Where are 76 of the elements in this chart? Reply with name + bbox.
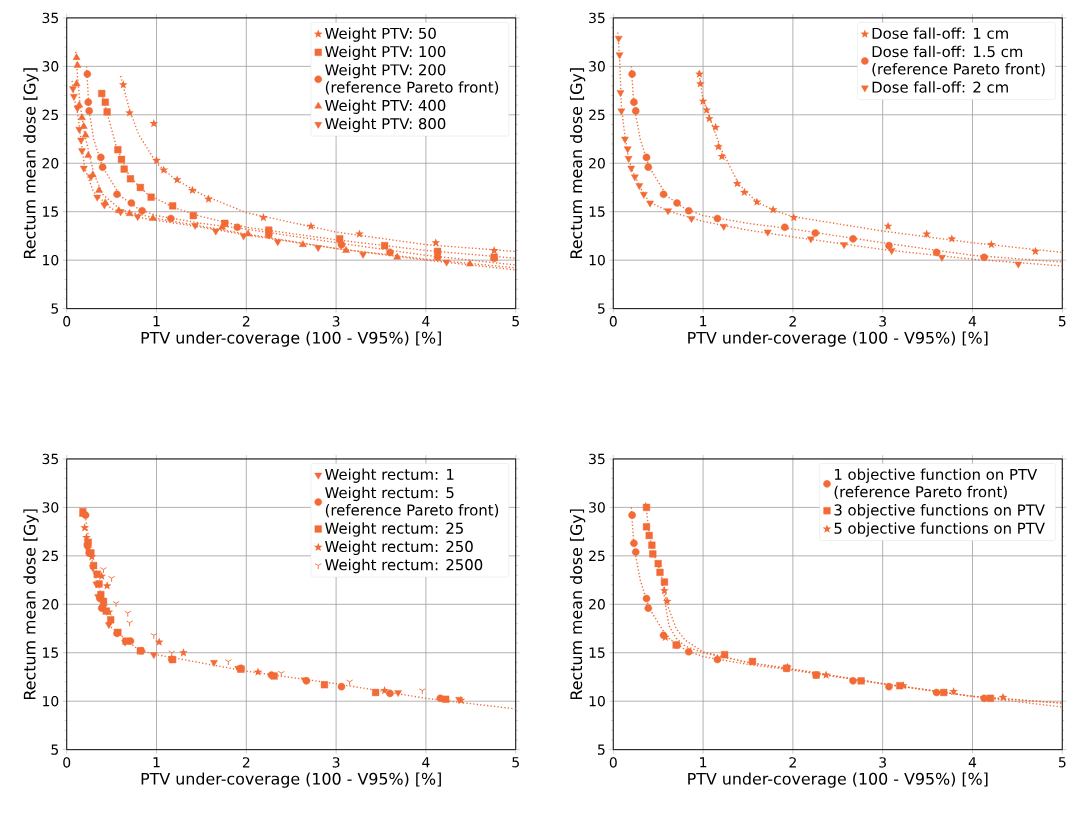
x-tick-label: 3 [879, 315, 886, 327]
x-axis-title: PTV under-coverage (100 - V95%) [%] [688, 772, 988, 788]
y-tick-label: 25 [589, 550, 605, 561]
y-tick-label: 5 [51, 744, 59, 755]
legend-label: Weight PTV: 800 [325, 117, 446, 133]
y-tick-label: 25 [42, 109, 58, 120]
legend-label: Weight PTV: 200 (reference Pareto front) [325, 63, 499, 95]
x-tick-label: 5 [512, 315, 519, 327]
x-axis-title: PTV under-coverage (100 - V95%) [%] [141, 331, 441, 347]
y-tick-label: 20 [589, 598, 605, 610]
y-tick-label: 25 [42, 550, 58, 561]
y-tick-label: 15 [43, 206, 58, 217]
legend-label: Weight PTV: 100 [325, 45, 446, 60]
x-tick-label: 1 [153, 756, 160, 768]
y-tick-label: 5 [598, 744, 605, 755]
y-tick-label: 15 [589, 206, 605, 217]
legend-label: Weight rectum: 250 [325, 540, 473, 555]
legend-label: Weight rectum: 2500 [325, 558, 483, 574]
x-tick-label: 1 [700, 315, 707, 327]
x-tick-label: 2 [242, 756, 250, 768]
y-axis-title: Rectum mean dose [Gy] [23, 68, 39, 258]
x-tick-label: 5 [1058, 756, 1066, 768]
legend-label: Weight rectum: 5 (reference Pareto front) [325, 486, 499, 518]
y-axis-title: Rectum mean dose [Gy] [569, 68, 586, 258]
x-tick-label: 2 [789, 756, 796, 768]
y-tick-label: 30 [589, 60, 605, 72]
y-tick-label: 35 [42, 12, 58, 23]
legend-label: 3 objective functions on PTV [834, 503, 1045, 519]
x-tick-label: 0 [63, 315, 71, 327]
y-tick-label: 10 [43, 695, 59, 707]
y-tick-label: 30 [589, 501, 605, 513]
x-tick-label: 0 [609, 315, 617, 327]
y-tick-label: 20 [42, 598, 59, 610]
legend-label: Dose fall-off: 1 cm [872, 27, 1008, 39]
x-tick-label: 3 [879, 756, 886, 768]
y-tick-label: 35 [42, 453, 58, 465]
legend-label: Weight rectum: 25 [325, 522, 463, 537]
legend-label: Dose fall-off: 1.5 cm (reference Pareto front) [872, 45, 1045, 77]
y-tick-label: 10 [589, 695, 605, 707]
x-tick-label: 4 [968, 756, 977, 768]
x-tick-label: 4 [968, 315, 977, 327]
y-tick-label: 30 [42, 60, 59, 72]
x-tick-label: 2 [789, 315, 796, 327]
x-tick-label: 4 [422, 315, 430, 327]
y-tick-label: 20 [589, 157, 605, 169]
x-tick-label: 3 [332, 756, 340, 768]
y-tick-label: 10 [589, 254, 605, 266]
x-tick-label: 2 [242, 315, 250, 327]
y-tick-label: 5 [598, 303, 605, 314]
x-tick-label: 0 [609, 756, 617, 768]
x-tick-label: 3 [332, 315, 340, 327]
x-tick-label: 1 [700, 756, 707, 768]
y-tick-label: 25 [589, 109, 605, 120]
legend-label: Weight PTV: 400 [325, 99, 446, 114]
legend-label: Weight rectum: 1 [325, 468, 454, 483]
legend-label: 1 objective function on PTV (reference Pareto front) [834, 468, 1038, 499]
x-tick-label: 1 [153, 315, 160, 327]
x-tick-label: 5 [1058, 315, 1066, 327]
x-tick-label: 5 [512, 756, 519, 768]
y-tick-label: 10 [43, 254, 59, 266]
legend-label: Weight PTV: 50 [325, 27, 436, 42]
y-axis-title: Rectum mean dose [Gy] [23, 509, 39, 699]
y-tick-label: 5 [51, 303, 59, 314]
x-tick-label: 4 [422, 756, 430, 768]
y-tick-label: 35 [589, 12, 605, 23]
y-tick-label: 15 [43, 647, 58, 658]
x-axis-title: PTV under-coverage (100 - V95%) [%] [141, 772, 441, 788]
y-tick-label: 35 [589, 453, 605, 465]
y-tick-label: 20 [42, 157, 59, 169]
x-tick-label: 0 [63, 756, 71, 768]
x-axis-title: PTV under-coverage (100 - V95%) [%] [688, 331, 988, 347]
y-tick-label: 15 [589, 647, 605, 658]
y-axis-title: Rectum mean dose [Gy] [569, 509, 586, 699]
legend-label: Dose fall-off: 2 cm [872, 81, 1008, 93]
legend-label: 5 objective functions on PTV [834, 522, 1045, 537]
y-tick-label: 30 [42, 501, 59, 513]
